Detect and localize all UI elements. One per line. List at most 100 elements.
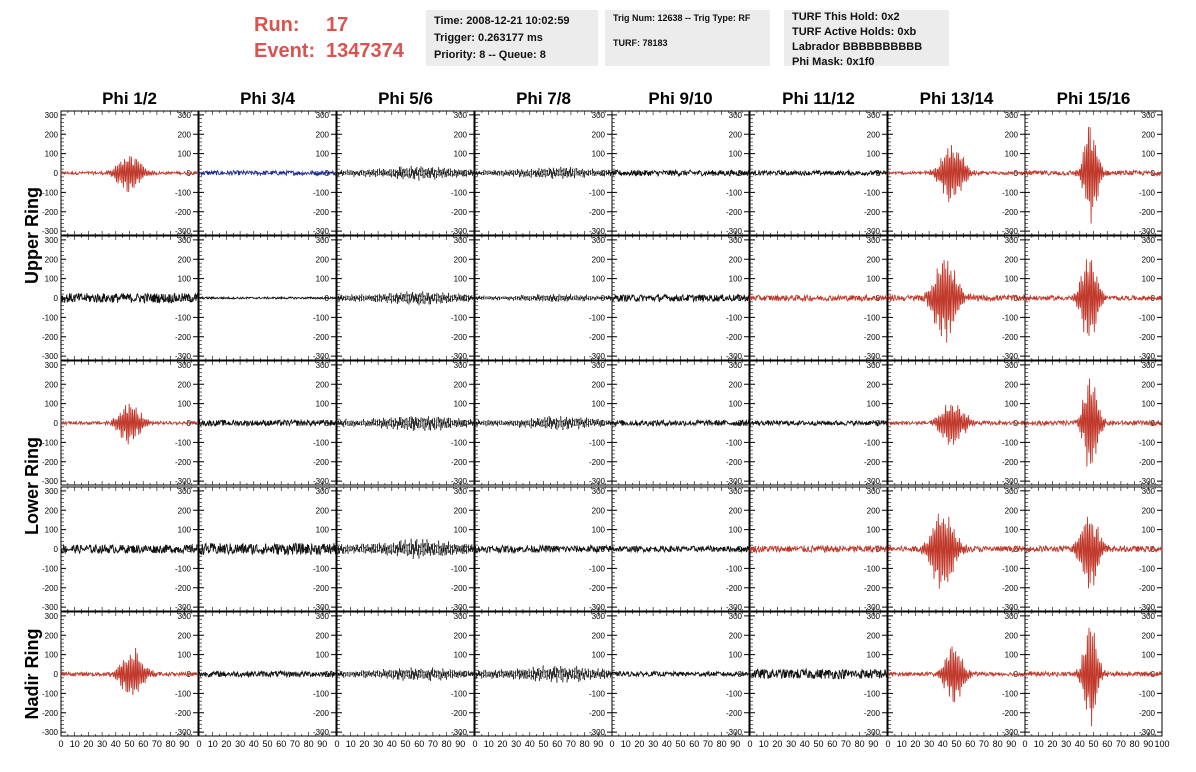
panel-r3-c1-ylabel-left: -300 xyxy=(42,477,59,486)
panel-r3-c3-ylabel-right: -100 xyxy=(451,438,468,447)
panel-r1-c1-ylabel-left: 100 xyxy=(45,150,59,159)
panel-r3-c2-ylabel-right: -300 xyxy=(313,477,330,486)
panel-r2-c1-ylabel-right: -100 xyxy=(175,313,192,322)
panel-r4-c2-ylabel-right: 300 xyxy=(316,487,330,496)
ring-label-1: Upper Ring xyxy=(22,187,42,284)
panel-r4-c3-ylabel-right: -200 xyxy=(451,584,468,593)
xtick-label-c5: 70 xyxy=(703,739,713,749)
panel-r3-c7-ylabel-right: 200 xyxy=(1005,380,1019,389)
panel-r1-c7-waveform xyxy=(887,145,1026,203)
phi-mask-line: Phi Mask: 0x1f0 xyxy=(792,56,875,68)
panel-r4-c5-ylabel-right: -100 xyxy=(726,564,743,573)
panel-r5-c1-ylabel-left: 100 xyxy=(45,651,59,660)
panel-r4-c3-ylabel-right: 200 xyxy=(454,506,468,515)
time-info-box: Time: 2008-12-21 10:02:59 Trigger: 0.263… xyxy=(426,10,598,66)
panel-r3-c3-ylabel-right: -300 xyxy=(451,477,468,486)
panel-r4-c6-ylabel-right: -300 xyxy=(864,603,881,612)
panel-r5-c7-ylabel-right: -100 xyxy=(1002,689,1019,698)
panel-r3-c3-ylabel-right: 0 xyxy=(463,419,468,428)
xtick-label-c5: 0 xyxy=(609,739,614,749)
xtick-label-c7: 0 xyxy=(885,739,890,749)
xtick-label-c4: 80 xyxy=(580,739,590,749)
xtick-label-c5: 30 xyxy=(648,739,658,749)
panel-r5-c3-ylabel-right: 200 xyxy=(454,631,468,640)
panel-r1-c5-ylabel-right: 200 xyxy=(729,130,743,139)
panel-r2-c3-waveform xyxy=(336,291,475,306)
panel-r2-c6-ylabel-right: -200 xyxy=(864,333,881,342)
panel-r5-c5-ylabel-right: 200 xyxy=(729,631,743,640)
xtick-label-c6: 30 xyxy=(786,739,796,749)
panel-r2-c2-ylabel-right: -300 xyxy=(313,352,330,361)
panel-r1-c1-ylabel-left: 200 xyxy=(45,130,59,139)
xtick-label-c4: 70 xyxy=(566,739,576,749)
panel-r2-c5-waveform xyxy=(611,293,750,304)
panel-r2-c7-ylabel-right: -300 xyxy=(1002,352,1019,361)
xtick-label-c6: 50 xyxy=(813,739,823,749)
xtick-label-c5: 80 xyxy=(717,739,727,749)
run-event-box: Run: 17 Event: 1347374 xyxy=(254,12,404,64)
panel-r3-c5-ylabel-right: -200 xyxy=(726,458,743,467)
panel-r2-c1-ylabel-left: -100 xyxy=(42,313,59,322)
panel-r2-c5-ylabel-right: -300 xyxy=(726,352,743,361)
panel-r4-c1-ylabel-left: -100 xyxy=(42,564,59,573)
xtick-label-c4: 0 xyxy=(472,739,477,749)
xtick-label-c1: 90 xyxy=(179,739,189,749)
panel-r5-c7-ylabel-right: -200 xyxy=(1002,709,1019,718)
panel-r3-c7-ylabel-right: -200 xyxy=(1002,458,1019,467)
xtick-label-c4: 10 xyxy=(484,739,494,749)
xtick-label-c7: 10 xyxy=(897,739,907,749)
panel-r3-c8-waveform xyxy=(1024,378,1163,467)
xtick-label-c6: 0 xyxy=(747,739,752,749)
panel-r5-c5-waveform xyxy=(611,670,750,678)
panel-r5-c2-ylabel-right: -200 xyxy=(313,709,330,718)
panel-r3-c7-ylabel-right: -300 xyxy=(1002,477,1019,486)
panel-r5-c1-ylabel-left: -200 xyxy=(42,709,59,718)
panel-r2-c1-ylabel-left: -200 xyxy=(42,333,59,342)
panel-r3-c2-waveform xyxy=(198,418,337,428)
panel-r1-c1-ylabel-left: 300 xyxy=(45,111,59,120)
xtick-label-c3: 40 xyxy=(387,739,397,749)
panel-r1-c3-ylabel-right: -200 xyxy=(451,208,468,217)
xtick-label-c7: 60 xyxy=(965,739,975,749)
panel-r3-c4-waveform xyxy=(474,415,613,431)
panel-r5-c4-ylabel-right: -100 xyxy=(589,689,606,698)
panel-r2-c8-waveform xyxy=(1024,259,1163,336)
panel-r2-c2-ylabel-right: 0 xyxy=(325,294,330,303)
panel-r2-c5-ylabel-right: -200 xyxy=(726,333,743,342)
column-header-6: Phi 11/12 xyxy=(782,89,855,108)
xtick-label-c8: 90 xyxy=(1143,739,1153,749)
panel-r2-c4-ylabel-right: -300 xyxy=(589,352,606,361)
panel-r1-c6-ylabel-right: 300 xyxy=(867,111,881,120)
panel-r2-c8-ylabel-right: 100 xyxy=(1142,275,1156,284)
panel-r5-c1-ylabel-right: -100 xyxy=(175,689,192,698)
xtick-label-c5: 50 xyxy=(675,739,685,749)
xtick-label-c5: 90 xyxy=(730,739,740,749)
panel-r4-c7-ylabel-right: 200 xyxy=(1005,506,1019,515)
panel-r2-c2-ylabel-right: -100 xyxy=(313,313,330,322)
panel-r2-c7-ylabel-right: 0 xyxy=(1014,294,1019,303)
panel-r3-c2-ylabel-right: -100 xyxy=(313,438,330,447)
xtick-label-c1: 0 xyxy=(58,739,63,749)
xtick-label-c1: 30 xyxy=(97,739,107,749)
panel-r3-c6-waveform xyxy=(749,419,888,428)
xtick-label-c8: 0 xyxy=(1022,739,1027,749)
xtick-label-c8: 100 xyxy=(1154,739,1169,749)
panel-r1-c7-ylabel-right: 0 xyxy=(1014,169,1019,178)
xtick-label-c1: 80 xyxy=(166,739,176,749)
panel-r4-c3-ylabel-right: 100 xyxy=(454,526,468,535)
panel-r2-c7-ylabel-right: 300 xyxy=(1005,236,1019,245)
panel-r3-c8-ylabel-right: -300 xyxy=(1139,477,1156,486)
panel-r5-c4-ylabel-right: -300 xyxy=(589,728,606,737)
panel-r2-c4-ylabel-right: -200 xyxy=(589,333,606,342)
panel-r3-c4-ylabel-right: -200 xyxy=(589,458,606,467)
xtick-label-c7: 20 xyxy=(910,739,920,749)
column-header-5: Phi 9/10 xyxy=(648,89,712,108)
panel-r3-c1-ylabel-right: 200 xyxy=(178,380,192,389)
panel-r5-c4-ylabel-right: 100 xyxy=(592,651,606,660)
panel-r5-c6-ylabel-right: 200 xyxy=(867,631,881,640)
xtick-label-c2: 30 xyxy=(235,739,245,749)
panel-r5-c6-waveform xyxy=(749,667,888,680)
panel-r5-c2-waveform xyxy=(198,669,337,679)
xtick-label-c2: 0 xyxy=(196,739,201,749)
